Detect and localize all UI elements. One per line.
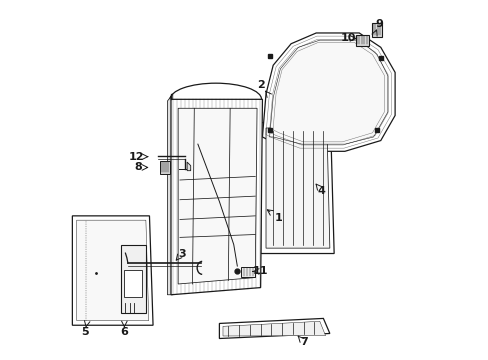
Text: 3: 3 [178, 248, 185, 258]
Bar [241, 267, 255, 277]
Text: 8: 8 [135, 162, 142, 172]
Bar [124, 270, 142, 297]
Polygon shape [187, 162, 190, 171]
Polygon shape [265, 128, 329, 248]
Polygon shape [223, 321, 325, 336]
Polygon shape [269, 40, 387, 144]
Polygon shape [72, 216, 153, 325]
Text: 10: 10 [340, 33, 355, 43]
Text: 6: 6 [120, 327, 128, 337]
Text: 1: 1 [274, 213, 282, 222]
Bar [371, 23, 381, 37]
Polygon shape [262, 33, 394, 151]
Text: 4: 4 [317, 186, 325, 196]
Polygon shape [171, 99, 262, 295]
Polygon shape [219, 319, 329, 338]
Bar [121, 244, 145, 313]
Polygon shape [167, 94, 172, 295]
Text: 11: 11 [252, 266, 268, 276]
Text: 2: 2 [256, 80, 264, 90]
Text: 5: 5 [81, 327, 88, 337]
Text: 9: 9 [374, 19, 382, 29]
Bar [355, 35, 368, 45]
Text: 12: 12 [129, 152, 144, 162]
Polygon shape [77, 220, 148, 320]
Text: 7: 7 [299, 337, 307, 347]
Bar [160, 161, 170, 174]
Polygon shape [178, 108, 257, 284]
Polygon shape [260, 123, 333, 253]
